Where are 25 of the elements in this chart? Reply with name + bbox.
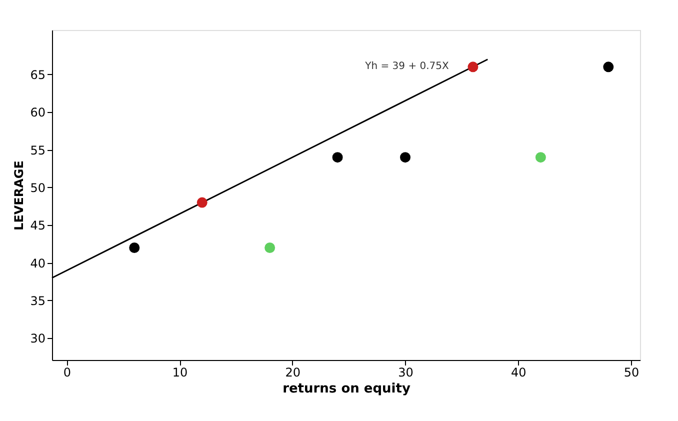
y-tick-label: 65: [30, 68, 46, 82]
y-axis-title: LEVERAGE: [12, 160, 26, 230]
y-tick-label: 50: [30, 180, 46, 195]
point: [196, 197, 208, 208]
y-tick-label: 30: [30, 332, 46, 346]
y-tick-label: 60: [30, 106, 46, 120]
point: [129, 242, 140, 253]
point: [603, 62, 614, 72]
x-tick-label: 10: [172, 366, 188, 380]
point: [264, 242, 276, 253]
point: [332, 152, 343, 163]
x-tick-label: 20: [285, 366, 301, 380]
x-tick-label: 40: [510, 366, 526, 380]
x-tick-label: 50: [624, 366, 640, 380]
point: [400, 152, 410, 163]
x-tick-label: 30: [398, 366, 414, 380]
y-tick-label: 55: [30, 143, 46, 158]
point: [468, 62, 478, 72]
x-tick-label: 0: [63, 366, 71, 380]
x-axis-title: returns on equity: [282, 382, 411, 396]
annotation: Yh = 39 + 0.75X: [364, 61, 450, 72]
point: [535, 152, 546, 163]
y-tick-label: 35: [30, 294, 46, 308]
y-tick-label: 45: [30, 218, 46, 233]
y-tick-label: 40: [30, 256, 46, 270]
